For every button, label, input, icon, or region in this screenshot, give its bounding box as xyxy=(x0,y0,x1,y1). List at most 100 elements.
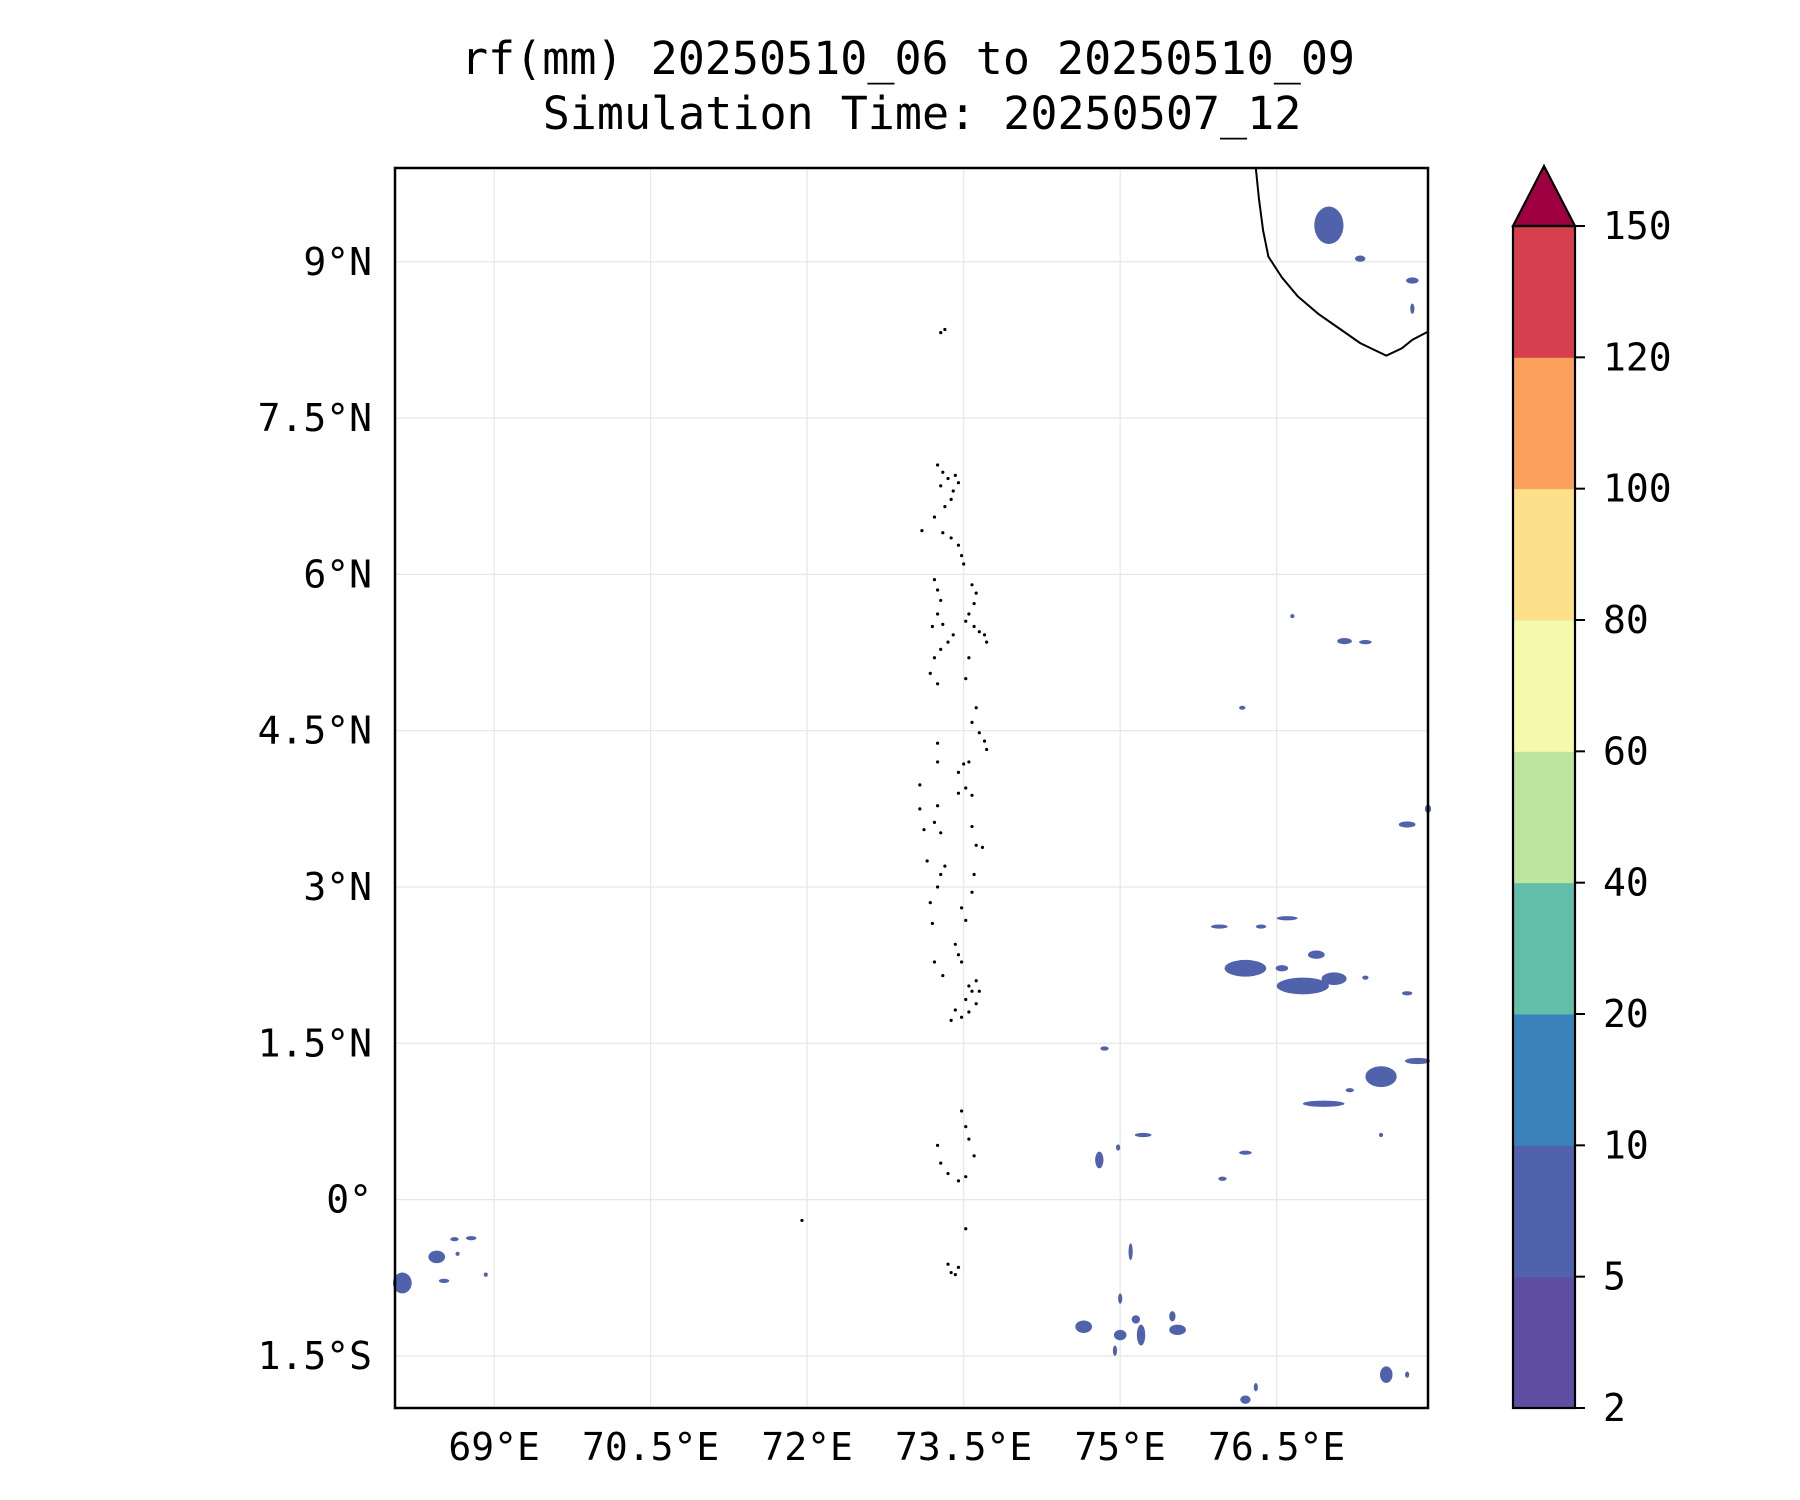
lon-tick-label-1: 70.5°E xyxy=(582,1425,719,1469)
lat-tick-label-7: 1.5°S xyxy=(258,1334,372,1378)
colorbar-label-8: 120 xyxy=(1603,335,1672,379)
island-outline-26 xyxy=(939,647,943,652)
colorbar-segment-4 xyxy=(1513,751,1575,884)
island-outline-43 xyxy=(977,731,981,735)
island-outline-97 xyxy=(972,1154,976,1158)
rain-cell-40 xyxy=(1253,1382,1258,1392)
island-outline-21 xyxy=(935,612,940,616)
island-outline-76 xyxy=(932,960,937,964)
island-outline-85 xyxy=(974,1002,978,1006)
island-outline-17 xyxy=(962,562,966,566)
island-outline-98 xyxy=(964,1227,968,1231)
rain-cell-36 xyxy=(1075,1320,1093,1333)
island-outline-57 xyxy=(932,820,937,824)
island-outline-54 xyxy=(918,783,922,787)
island-outline-58 xyxy=(939,831,943,835)
rain-cell-21 xyxy=(1365,1066,1397,1088)
island-outline-16 xyxy=(959,554,964,558)
rain-cell-17 xyxy=(1321,972,1347,985)
island-outline-101 xyxy=(953,1273,957,1277)
island-outline-60 xyxy=(970,824,974,829)
colorbar-label-0: 2 xyxy=(1603,1386,1626,1430)
island-outline-35 xyxy=(972,624,976,629)
india-coastline xyxy=(1254,167,1429,357)
island-outline-93 xyxy=(939,1161,943,1165)
rain-cell-38 xyxy=(1169,1311,1176,1322)
island-outline-12 xyxy=(920,529,924,533)
rain-cell-12 xyxy=(1276,916,1298,921)
island-outline-31 xyxy=(974,591,978,595)
rain-cell-13 xyxy=(1224,959,1267,977)
rain-cell-47 xyxy=(465,1236,477,1241)
island-outline-94 xyxy=(946,1171,950,1176)
rain-cell-0 xyxy=(1314,206,1344,245)
island-outline-10 xyxy=(943,505,947,509)
colorbar-label-9: 150 xyxy=(1603,204,1672,248)
rain-cell-8 xyxy=(1398,821,1416,828)
island-outline-75 xyxy=(959,960,964,964)
island-outline-6 xyxy=(953,473,957,477)
colorbar-segment-5 xyxy=(1513,620,1575,752)
island-outline-27 xyxy=(932,656,937,660)
island-outline-100 xyxy=(949,1270,953,1275)
colorbar-segment-6 xyxy=(1513,488,1575,621)
rain-cell-20 xyxy=(1100,1046,1109,1051)
rain-cell-26 xyxy=(1095,1151,1104,1169)
island-outline-36 xyxy=(977,630,981,634)
island-outline-14 xyxy=(949,536,953,540)
rain-cell-50 xyxy=(483,1272,488,1277)
island-outline-51 xyxy=(964,786,968,790)
island-outline-3 xyxy=(941,470,945,474)
island-outline-38 xyxy=(985,640,989,644)
island-outline-64 xyxy=(943,864,947,868)
island-outline-92 xyxy=(935,1143,940,1148)
rain-cell-46 xyxy=(450,1237,459,1242)
colorbar-segment-3 xyxy=(1513,882,1575,1015)
lat-tick-label-6: 0° xyxy=(326,1178,372,1222)
rain-cell-30 xyxy=(1218,1176,1227,1181)
island-outline-47 xyxy=(962,762,966,766)
rain-cell-27 xyxy=(1134,1132,1152,1138)
rain-cell-23 xyxy=(1302,1100,1345,1107)
island-outline-74 xyxy=(956,953,961,957)
rain-cell-5 xyxy=(1359,640,1372,645)
island-outline-8 xyxy=(951,489,955,493)
island-outline-63 xyxy=(925,859,929,863)
rain-cell-25 xyxy=(1378,1132,1384,1138)
island-outline-33 xyxy=(967,612,971,616)
rain-cell-34 xyxy=(1113,1329,1127,1341)
rain-cell-42 xyxy=(1380,1366,1393,1383)
lat-tick-label-2: 6°N xyxy=(303,552,372,596)
rain-cell-6 xyxy=(1290,614,1295,619)
island-outline-25 xyxy=(946,640,950,644)
rain-cell-22 xyxy=(1405,1057,1431,1065)
island-outline-7 xyxy=(956,481,961,485)
colorbar-label-6: 80 xyxy=(1603,598,1649,642)
island-outline-1 xyxy=(943,327,947,332)
colorbar-segment-7 xyxy=(1513,357,1575,490)
island-outline-29 xyxy=(935,682,940,686)
rain-cell-48 xyxy=(455,1251,460,1256)
lat-tick-label-4: 3°N xyxy=(303,865,372,909)
colorbar-label-4: 40 xyxy=(1603,861,1649,905)
latitude-axis: 9°N 7.5°N 6°N 4.5°N 3°N 1.5°N 0° 1.5°S xyxy=(258,240,372,1378)
rain-cell-43 xyxy=(1405,1371,1410,1378)
rain-cell-18 xyxy=(1362,975,1369,980)
island-outline-53 xyxy=(970,793,974,797)
lat-tick-label-1: 7.5°N xyxy=(258,396,372,440)
island-outline-67 xyxy=(972,872,976,877)
gridlines xyxy=(395,168,1428,1408)
island-outline-49 xyxy=(935,741,940,745)
colorbar-label-1: 5 xyxy=(1603,1255,1626,1299)
island-outline-96 xyxy=(964,1175,968,1179)
island-outline-9 xyxy=(949,497,953,501)
colorbar-label-7: 100 xyxy=(1603,467,1672,511)
rain-cell-29 xyxy=(1239,1150,1252,1155)
island-outline-55 xyxy=(918,807,922,811)
island-outline-46 xyxy=(967,760,971,764)
island-outline-18 xyxy=(932,577,937,582)
island-outline-95 xyxy=(956,1179,961,1183)
island-outline-20 xyxy=(939,598,943,603)
island-outline-84 xyxy=(977,989,981,993)
rain-cell-1 xyxy=(1354,255,1366,262)
